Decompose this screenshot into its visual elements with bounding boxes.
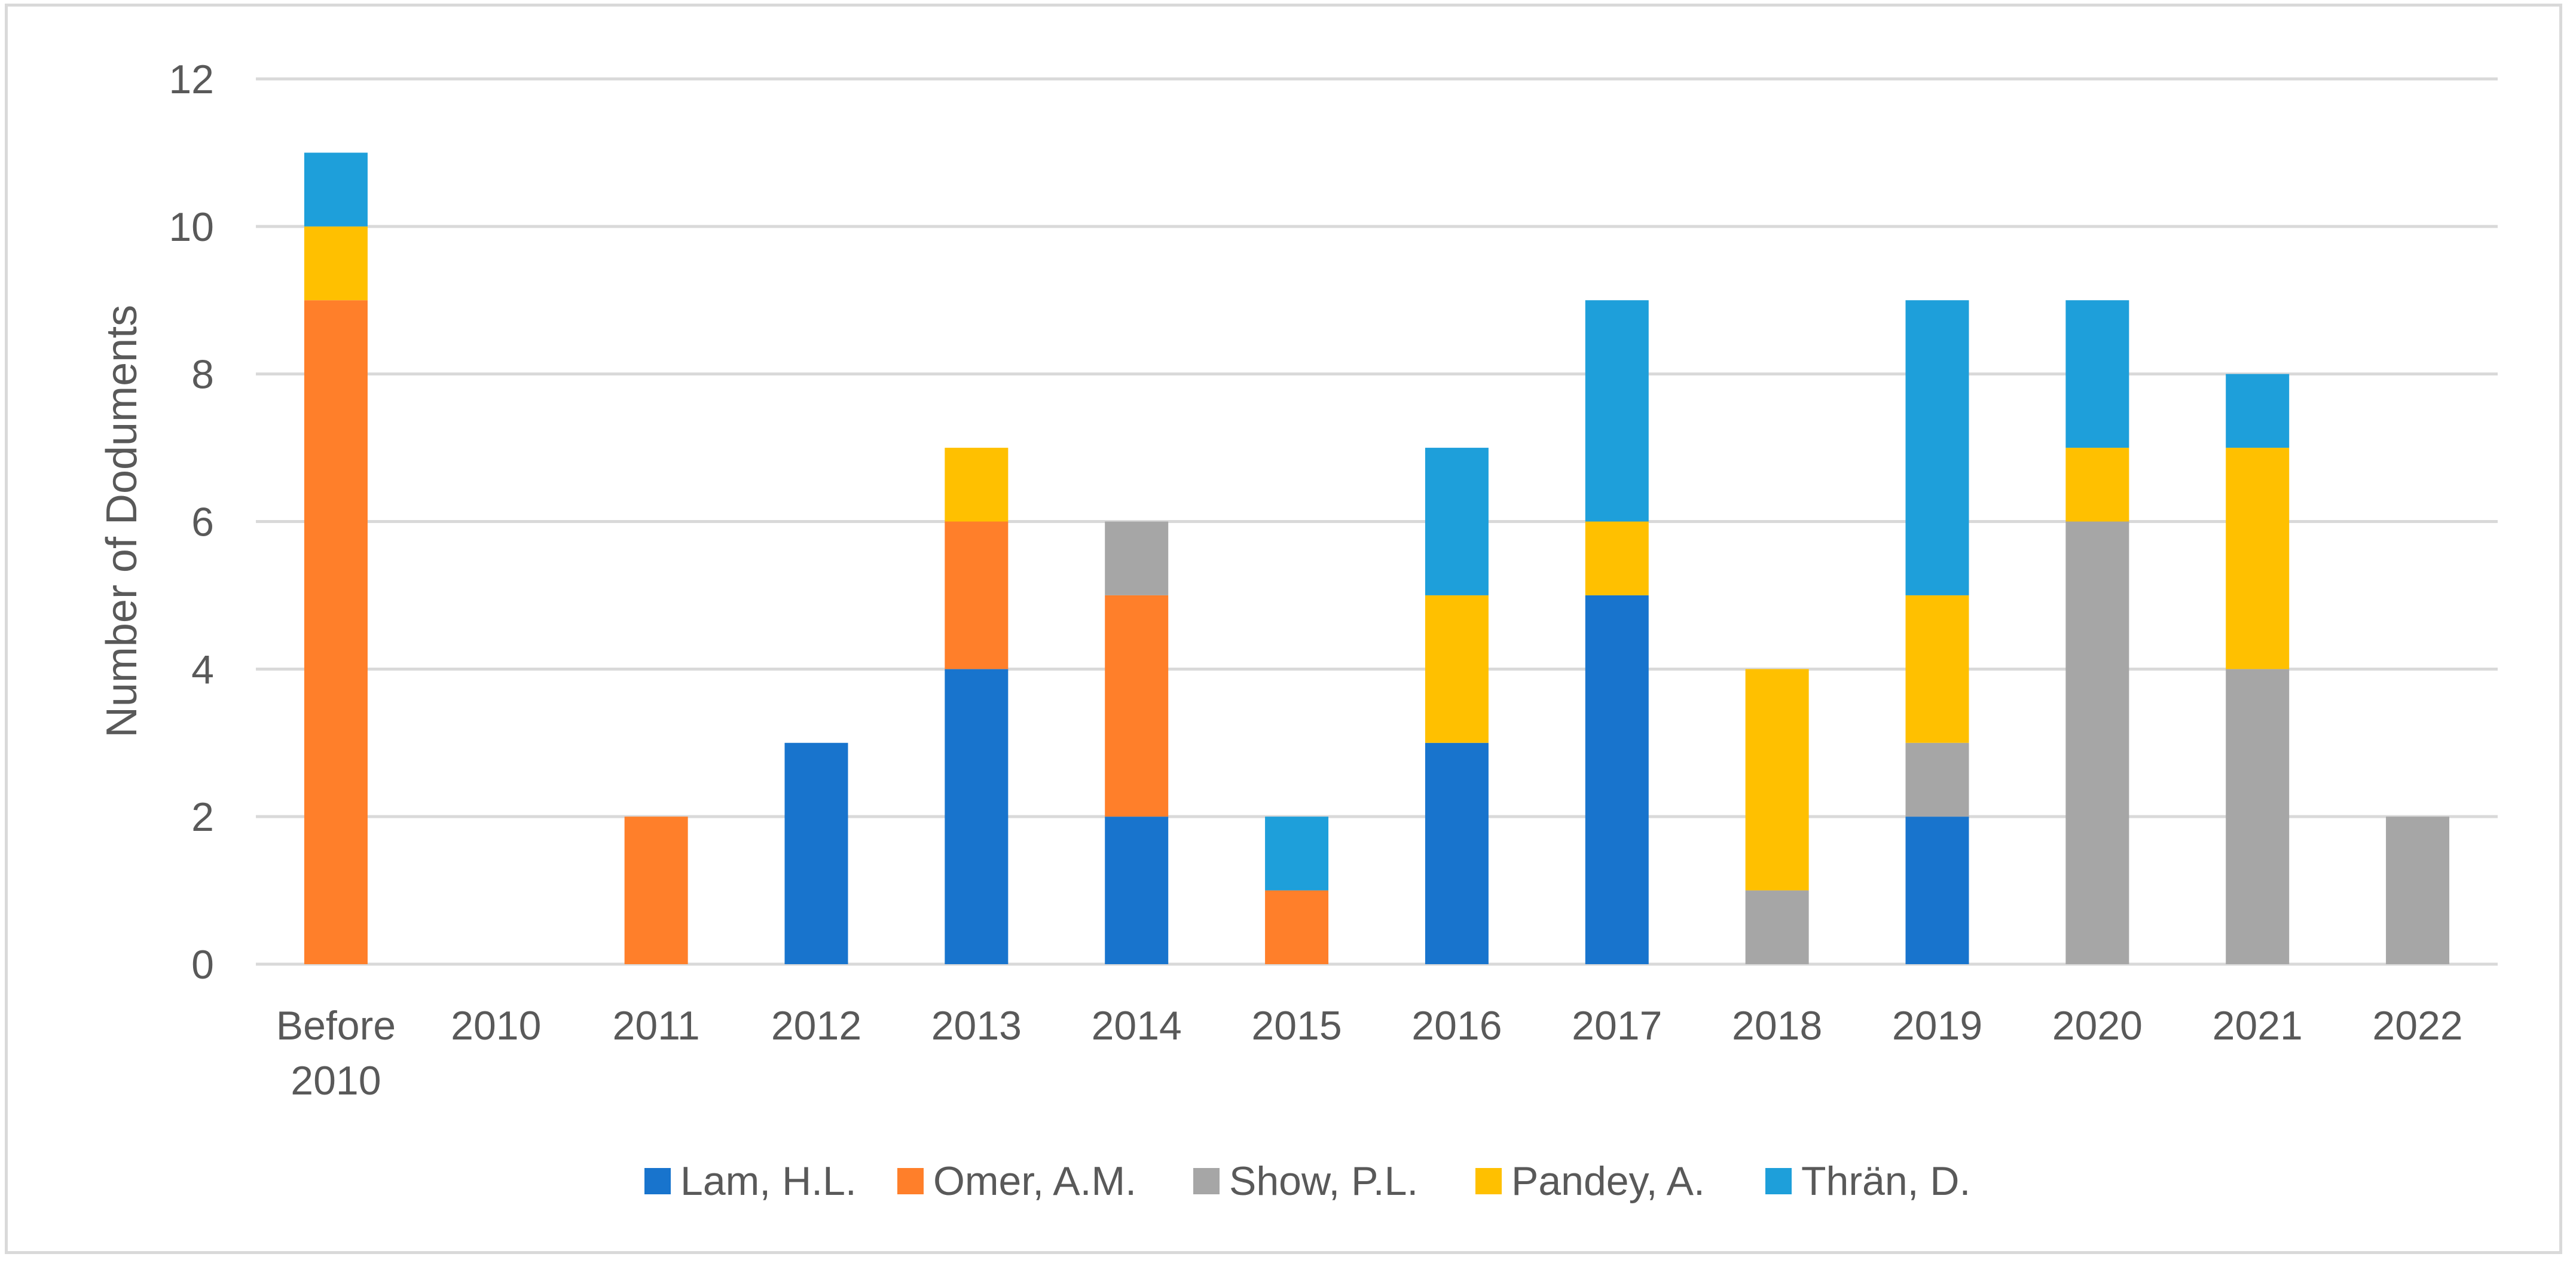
legend: Lam, H.L. Omer, A.M. Show, P.L. Pandey, A. T…	[644, 1158, 1970, 1204]
bar-segment	[2065, 521, 2129, 964]
x-tick-label: 2022	[2372, 1003, 2462, 1048]
legend-label: Pandey, A.	[1511, 1158, 1705, 1204]
y-tick-label: 0	[191, 942, 214, 987]
bar-segment	[1425, 742, 1489, 964]
legend-label: Thrän, D.	[1801, 1158, 1970, 1204]
bar-segment	[2065, 300, 2129, 448]
bar-segment	[1425, 448, 1489, 595]
legend-label: Lam, H.L.	[680, 1158, 857, 1204]
bar-segment	[1585, 595, 1649, 964]
bar-segment	[945, 669, 1009, 964]
gridlines	[256, 77, 2498, 966]
y-tick-label: 6	[191, 500, 214, 545]
x-tick-label: 2010	[451, 1003, 541, 1048]
bar-segment	[1745, 669, 1809, 891]
bar-segment	[2226, 669, 2290, 964]
x-tick-label: 2018	[1732, 1003, 1822, 1048]
legend-label: Show, P.L.	[1229, 1158, 1418, 1204]
bar-segment	[1425, 595, 1489, 743]
x-tick-label: 2017	[1572, 1003, 1662, 1048]
bar-segment	[2065, 448, 2129, 522]
bar-segment	[2226, 374, 2290, 448]
x-tick-label: 2021	[2213, 1003, 2303, 1048]
bar-segment	[2386, 817, 2450, 964]
bar-segment	[1745, 890, 1809, 964]
y-tick-label: 2	[191, 794, 214, 840]
bar-segment	[784, 742, 848, 964]
bar-segment	[1905, 742, 1969, 817]
legend-swatch	[1475, 1168, 1502, 1194]
bar-segment	[1105, 521, 1169, 595]
legend-swatch	[644, 1168, 671, 1194]
stacked-bar-chart: 0 2 4 6 8 10 12 Before 2010 2010 2011 2012 2013 2014…	[98, 57, 2498, 1204]
bar-segment	[1265, 890, 1329, 964]
bar-segment	[2226, 448, 2290, 669]
bar-segment	[304, 300, 368, 964]
x-tick-label: 2011	[613, 1003, 700, 1048]
legend-swatch	[1765, 1168, 1792, 1194]
legend-swatch	[897, 1168, 924, 1194]
bar-stacks	[304, 152, 2450, 964]
legend-swatch	[1193, 1168, 1220, 1194]
y-tick-labels: 0 2 4 6 8 10 12	[169, 57, 214, 987]
x-tick-label: 2014	[1092, 1003, 1182, 1048]
y-axis-label: Number of Dodu‌ments	[98, 305, 146, 738]
y-tick-label: 8	[191, 352, 214, 398]
legend-label: Omer, A.M.	[933, 1158, 1136, 1204]
x-tick-label: 2016	[1411, 1003, 1502, 1048]
bar-segment	[1585, 300, 1649, 522]
bar-segment	[304, 226, 368, 301]
x-tick-label: 2012	[771, 1003, 861, 1048]
bar-segment	[1905, 595, 1969, 743]
x-tick-label: 2019	[1892, 1003, 1982, 1048]
bar-segment	[624, 817, 688, 964]
chart-frame: 0 2 4 6 8 10 12 Before 2010 2010 2011 2012 2013 2014…	[5, 4, 2562, 1254]
bar-segment	[304, 152, 368, 227]
x-tick-label: 2015	[1251, 1003, 1342, 1048]
x-tick-label: 2020	[2052, 1003, 2143, 1048]
bar-segment	[1265, 817, 1329, 891]
y-tick-label: 4	[191, 647, 214, 692]
bar-segment	[945, 521, 1009, 669]
bar-segment	[1905, 817, 1969, 964]
bar-segment	[1105, 595, 1169, 817]
bar-segment	[1585, 521, 1649, 595]
x-tick-label: 2013	[931, 1003, 1022, 1048]
bar-segment	[945, 448, 1009, 522]
y-tick-label: 10	[169, 204, 214, 250]
y-tick-label: 12	[169, 57, 214, 102]
bar-segment	[1905, 300, 1969, 595]
bar-segment	[1105, 817, 1169, 964]
x-tick-label: Before 2010	[276, 1003, 396, 1103]
x-tick-labels: Before 2010 2010 2011 2012 2013 2014 2015 2016 20…	[276, 1003, 2463, 1103]
